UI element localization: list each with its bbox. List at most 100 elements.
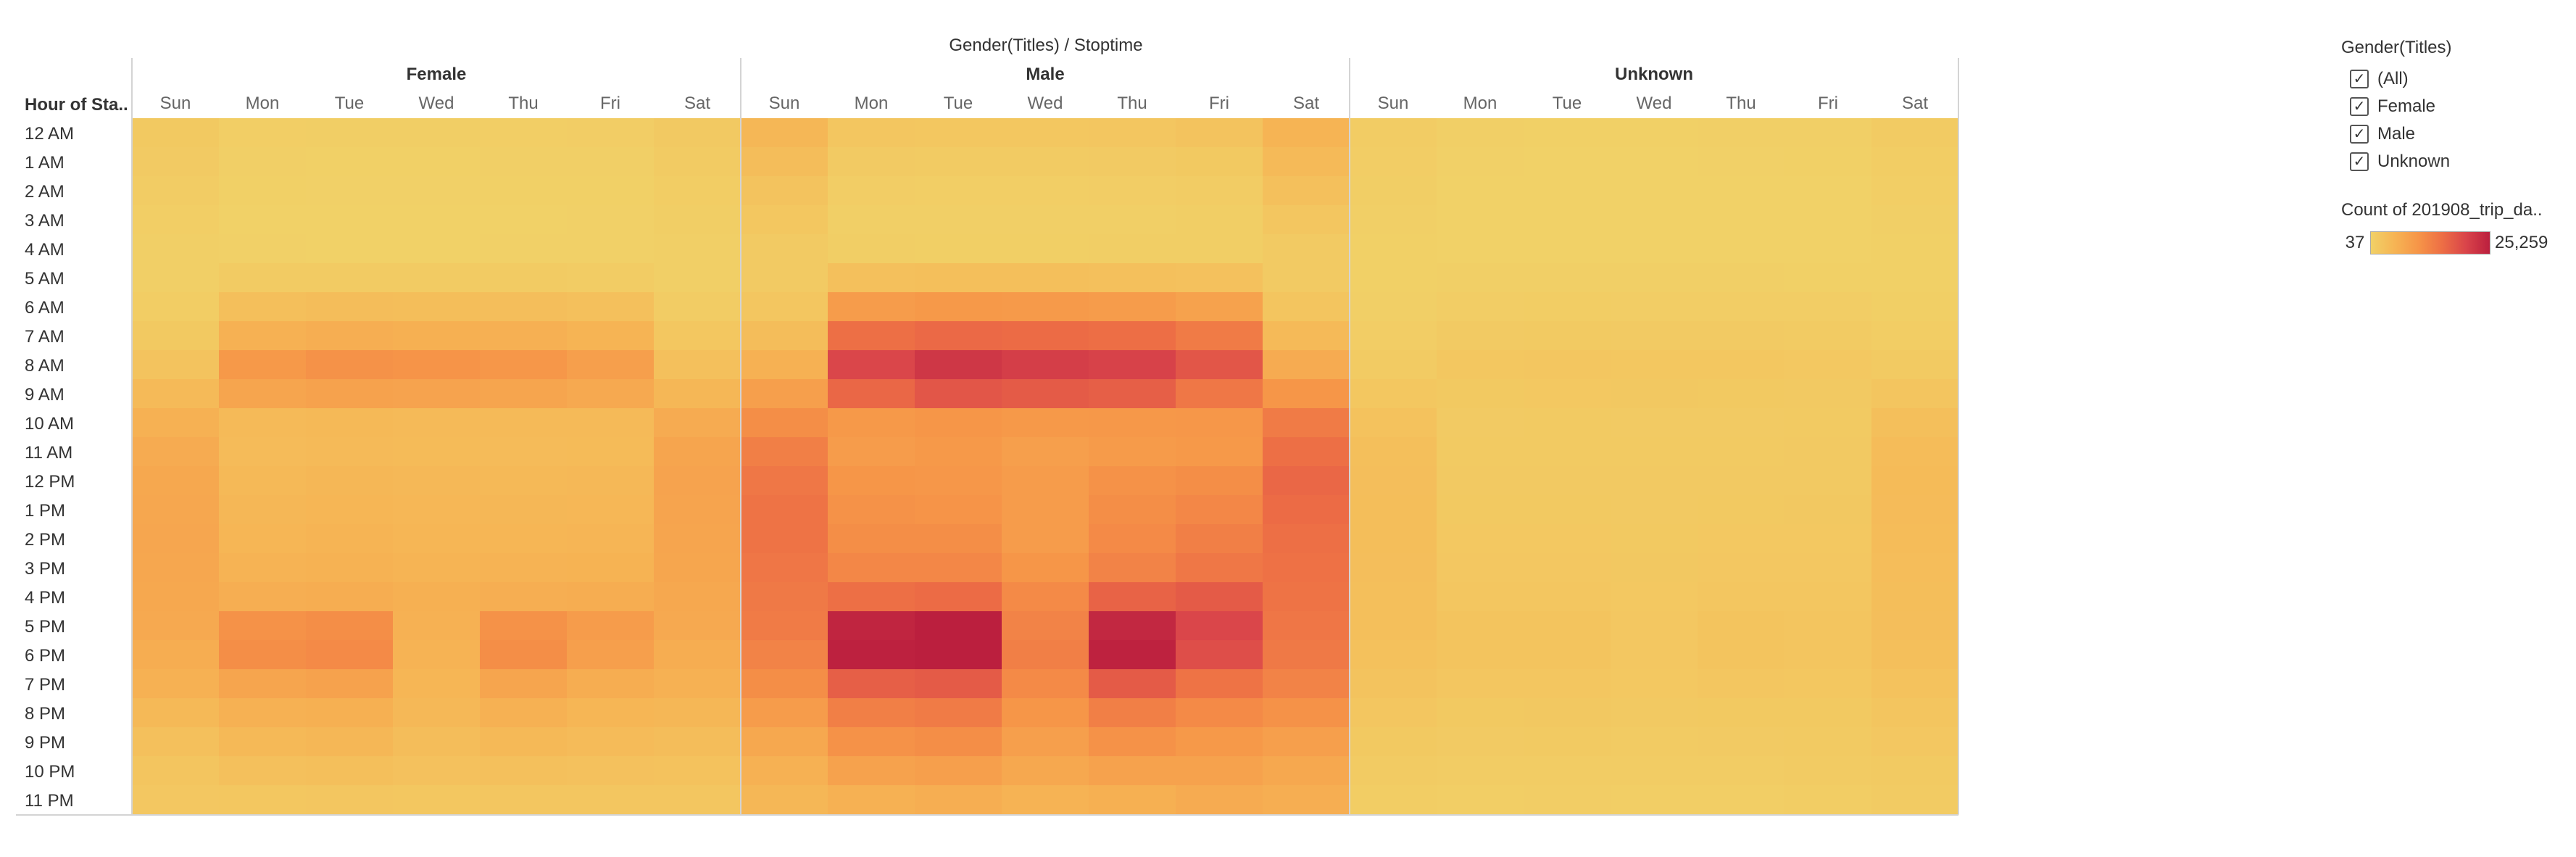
heatmap-cell xyxy=(654,263,741,293)
heatmap-cell xyxy=(1611,263,1698,293)
heatmap-cell xyxy=(132,756,220,786)
heatmap-cell xyxy=(828,147,915,177)
heatmap-cell xyxy=(480,466,568,496)
hour-label: 9 PM xyxy=(25,733,65,753)
heatmap-cell xyxy=(1784,292,1872,322)
day-header-unknown-wed: Wed xyxy=(1637,94,1672,113)
heatmap-cell xyxy=(1784,756,1872,786)
heatmap-cell xyxy=(1611,611,1698,641)
filter-item-all[interactable]: ✓ (All) xyxy=(2340,65,2572,93)
day-header-female-tue: Tue xyxy=(335,94,364,113)
heatmap-cell xyxy=(219,466,307,496)
day-header-unknown-thu: Thu xyxy=(1726,94,1756,113)
color-max-label: 25,259 xyxy=(2495,233,2548,252)
hour-label: 4 PM xyxy=(25,588,65,608)
heatmap-cell xyxy=(828,756,915,786)
heatmap-cell xyxy=(1871,234,1959,264)
filter-item-unknown[interactable]: ✓ Unknown xyxy=(2340,148,2572,175)
heatmap-cell xyxy=(915,727,1002,757)
heatmap-cell xyxy=(741,495,828,525)
heatmap-cell xyxy=(915,379,1002,409)
heatmap-cell xyxy=(1698,785,1785,815)
heatmap-cell xyxy=(1437,785,1524,815)
heatmap-cell xyxy=(1524,234,1611,264)
heatmap-cell xyxy=(1263,147,1350,177)
group-headers: Female Male Unknown xyxy=(407,65,1693,84)
heatmap-cell xyxy=(567,147,655,177)
group-header-female: Female xyxy=(407,65,467,84)
heatmap-cell xyxy=(1263,437,1350,467)
heatmap-cell xyxy=(1871,727,1959,757)
heatmap-cell xyxy=(1784,379,1872,409)
heatmap-cell xyxy=(828,350,915,380)
heatmap-cell xyxy=(1524,147,1611,177)
heatmap-cell xyxy=(1263,524,1350,554)
heatmap-cell xyxy=(1263,234,1350,264)
heatmap-cell xyxy=(654,466,741,496)
heatmap-cell xyxy=(1611,582,1698,612)
heatmap-cell xyxy=(1611,321,1698,351)
heatmap-cell xyxy=(654,611,741,641)
heatmap-cell xyxy=(567,176,655,206)
heatmap-cell xyxy=(1784,495,1872,525)
heatmap-cell xyxy=(1350,756,1437,786)
heatmap-cell xyxy=(1784,727,1872,757)
filter-item-label: Unknown xyxy=(2377,152,2451,171)
heatmap-cell xyxy=(1784,118,1872,148)
heatmap-cell xyxy=(219,611,307,641)
heatmap-cell xyxy=(1263,698,1350,728)
filter-title: Gender(Titles) xyxy=(2341,38,2452,57)
heatmap-cell xyxy=(1611,292,1698,322)
heatmap-cell xyxy=(1002,524,1089,554)
heatmap-cell xyxy=(1871,321,1959,351)
heatmap-cell xyxy=(1263,205,1350,235)
heatmap-cell xyxy=(915,698,1002,728)
filter-item-male[interactable]: ✓ Male xyxy=(2340,120,2572,148)
heatmap-cell xyxy=(1437,379,1524,409)
heatmap-cell xyxy=(1089,292,1176,322)
heatmap-cell xyxy=(828,640,915,670)
filter-item-female[interactable]: ✓ Female xyxy=(2340,93,2572,120)
checkbox-checked-icon[interactable]: ✓ xyxy=(2350,97,2369,116)
checkbox-checked-icon[interactable]: ✓ xyxy=(2350,152,2369,171)
heatmap-cell xyxy=(1089,263,1176,293)
heatmap-cell xyxy=(1263,321,1350,351)
hour-label: 1 AM xyxy=(25,153,65,173)
heatmap-cell xyxy=(741,611,828,641)
heatmap-cell xyxy=(393,495,481,525)
heatmap-cell xyxy=(306,785,394,815)
heatmap-cell xyxy=(741,379,828,409)
heatmap-cell xyxy=(1263,611,1350,641)
heatmap-cell xyxy=(915,408,1002,438)
heatmap-cell xyxy=(1524,205,1611,235)
heatmap-cell xyxy=(1350,640,1437,670)
heatmap-cell xyxy=(654,524,741,554)
heatmap-cell xyxy=(1437,263,1524,293)
heatmap-cell xyxy=(828,379,915,409)
heatmap-cell xyxy=(1698,321,1785,351)
heatmap-cell xyxy=(219,437,307,467)
heatmap-cell xyxy=(1089,756,1176,786)
heatmap-cell xyxy=(1871,292,1959,322)
color-min-label: 37 xyxy=(2345,233,2365,252)
heatmap-cell xyxy=(915,640,1002,670)
heatmap-cell xyxy=(1871,553,1959,583)
heatmap-cell xyxy=(1176,205,1263,235)
heatmap-cell xyxy=(1089,698,1176,728)
heatmap-cell xyxy=(1524,118,1611,148)
heatmap-cell xyxy=(393,698,481,728)
heatmap-cell xyxy=(1350,582,1437,612)
checkbox-checked-icon[interactable]: ✓ xyxy=(2350,70,2369,88)
heatmap-cell xyxy=(1002,118,1089,148)
checkbox-checked-icon[interactable]: ✓ xyxy=(2350,125,2369,144)
heatmap-cell xyxy=(1350,234,1437,264)
heatmap-cell xyxy=(741,292,828,322)
heatmap-cell xyxy=(1437,147,1524,177)
day-header-male-mon: Mon xyxy=(855,94,889,113)
heatmap-cell xyxy=(915,582,1002,612)
heatmap-cell xyxy=(1176,524,1263,554)
heatmap-cell xyxy=(1263,263,1350,293)
heatmap-cell xyxy=(219,205,307,235)
heatmap-cell xyxy=(1176,118,1263,148)
heatmap-cell xyxy=(1524,756,1611,786)
